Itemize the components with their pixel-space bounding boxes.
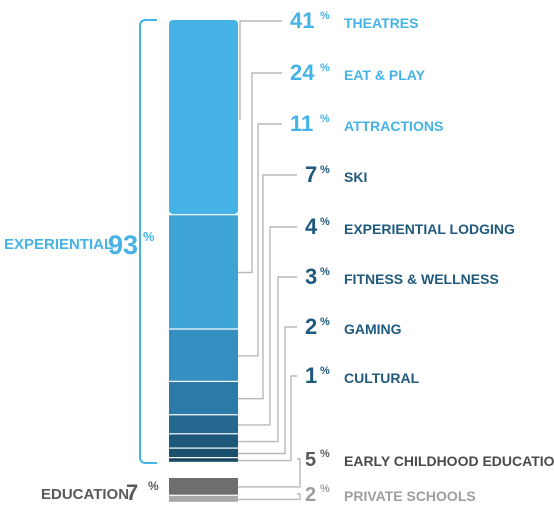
leader-line-experiential-lodging xyxy=(238,226,297,426)
education-group-label: EDUCATION xyxy=(41,486,129,503)
segment-label-experiential-lodging: EXPERIENTIAL LODGING xyxy=(344,221,515,237)
experiential-group-value: 93 xyxy=(108,230,138,260)
bar-segment-experiential-lodging xyxy=(169,415,238,434)
leader-line-eat-and-play xyxy=(238,72,282,274)
bar-segment-fitness-and-wellness xyxy=(169,434,238,448)
segment-unit-attractions: % xyxy=(320,113,330,125)
bar-segment-gaming xyxy=(169,448,238,458)
segment-label-gaming: GAMING xyxy=(344,321,402,337)
bar-segment-eat-and-play xyxy=(169,215,238,329)
segment-value-theatres: 41 xyxy=(290,8,314,33)
segment-value-eat-and-play: 24 xyxy=(290,60,315,85)
segment-unit-private-schools: % xyxy=(320,483,330,495)
segment-unit-experiential-lodging: % xyxy=(320,216,330,228)
segment-unit-ski: % xyxy=(320,164,330,176)
segment-label-eat-and-play: EAT & PLAY xyxy=(344,67,426,83)
segment-unit-theatres: % xyxy=(320,10,330,22)
segment-label-cultural: CULTURAL xyxy=(344,370,420,386)
segment-value-private-schools: 2 xyxy=(305,484,316,506)
bar-segment-cultural xyxy=(169,458,238,462)
leader-line-private-schools xyxy=(238,493,301,501)
segment-label-ski: SKI xyxy=(344,169,367,185)
leader-line-gaming xyxy=(238,326,297,455)
bar-segment-private-schools xyxy=(169,495,238,502)
education-group-value: 7 xyxy=(126,480,138,505)
bar-segment-theatres xyxy=(169,20,238,215)
experiential-group-label: EXPERIENTIAL xyxy=(4,236,113,253)
leader-line-cultural xyxy=(238,375,297,462)
experiential-group-unit: % xyxy=(143,229,155,244)
leader-line-early-childhood-education xyxy=(238,458,301,488)
leader-line-theatres xyxy=(239,20,282,120)
segment-label-theatres: THEATRES xyxy=(344,15,418,31)
segment-value-attractions: 11 xyxy=(290,111,313,136)
segment-value-gaming: 2 xyxy=(305,314,317,339)
segment-unit-eat-and-play: % xyxy=(320,62,330,74)
segment-label-fitness-and-wellness: FITNESS & WELLNESS xyxy=(344,271,499,287)
stacked-bar xyxy=(169,20,238,502)
segment-unit-cultural: % xyxy=(320,365,330,377)
bar-segment-early-childhood-education xyxy=(169,478,238,495)
segment-value-early-childhood-education: 5 xyxy=(305,449,316,471)
education-group-unit: % xyxy=(148,479,159,493)
leader-line-fitness-and-wellness xyxy=(238,276,297,443)
segment-unit-early-childhood-education: % xyxy=(320,448,330,460)
experiential-bracket xyxy=(139,19,157,464)
segment-value-cultural: 1 xyxy=(305,363,317,388)
segment-value-ski: 7 xyxy=(305,162,317,187)
leader-line-attractions xyxy=(238,123,282,357)
segment-value-fitness-and-wellness: 3 xyxy=(305,264,317,289)
bar-segment-ski xyxy=(169,382,238,415)
segment-label-early-childhood-education: EARLY CHILDHOOD EDUCATION xyxy=(344,453,554,469)
segment-value-experiential-lodging: 4 xyxy=(305,214,318,239)
segment-label-attractions: ATTRACTIONS xyxy=(344,118,443,134)
bar-segment-attractions xyxy=(169,329,238,381)
segment-unit-fitness-and-wellness: % xyxy=(320,266,330,278)
segment-label-private-schools: PRIVATE SCHOOLS xyxy=(344,488,476,504)
segment-unit-gaming: % xyxy=(320,316,330,328)
leader-lines xyxy=(238,20,301,501)
leader-line-ski xyxy=(238,174,297,400)
